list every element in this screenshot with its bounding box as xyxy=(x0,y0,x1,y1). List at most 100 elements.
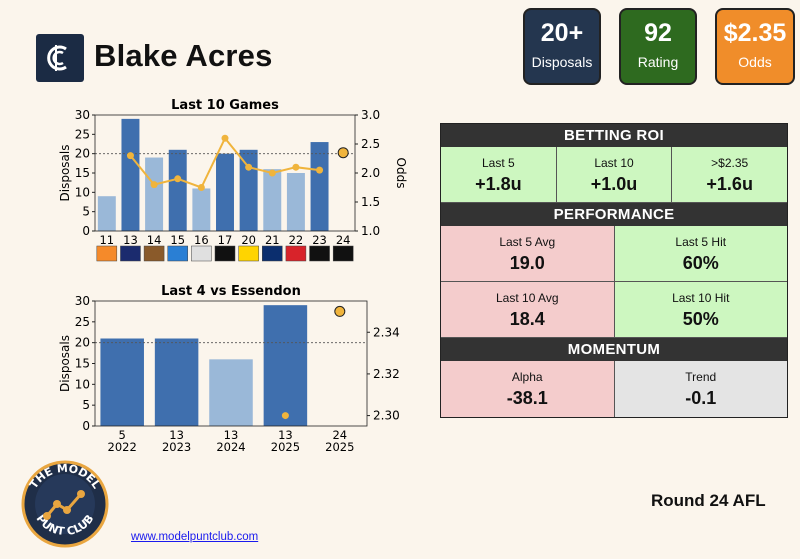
next-odds-marker xyxy=(334,305,346,317)
x-tick-label: 11 xyxy=(99,233,114,247)
y-axis-label: Disposals xyxy=(58,145,72,202)
perf-label: Last 5 Avg xyxy=(499,235,556,249)
odds-point xyxy=(126,152,134,160)
momentum-cell-trend: Trend -0.1 xyxy=(614,361,787,417)
perf-label: Last 10 Hit xyxy=(672,291,730,305)
roi-label: Last 5 xyxy=(481,156,515,170)
y-tick-label: 25 xyxy=(75,127,90,141)
y-tick-label: 10 xyxy=(75,185,90,199)
richmond-icon xyxy=(238,245,259,262)
momentum-value: -0.1 xyxy=(685,388,717,408)
y2-tick-label: 1.0 xyxy=(361,224,380,238)
club-logo xyxy=(36,34,84,82)
x-tick-label: 13 xyxy=(169,428,184,442)
odds-point xyxy=(268,169,276,177)
bar xyxy=(286,173,305,231)
roi-value: +1.8u xyxy=(475,174,522,194)
collingwood-icon xyxy=(214,245,236,262)
momentum-cell-alpha: Alpha -38.1 xyxy=(441,361,615,417)
roi-cell-odds-over: >$2.35 +1.6u xyxy=(672,147,788,203)
perf-value: 60% xyxy=(682,253,719,273)
odds-label: Odds xyxy=(738,54,772,70)
y-axis-label: Disposals xyxy=(58,335,72,392)
y2-tick-label: 2.32 xyxy=(373,367,400,381)
x-tick-label: 2025 xyxy=(271,440,300,454)
y-tick-label: 30 xyxy=(75,294,90,308)
gold-coast-icon xyxy=(285,245,307,262)
bar xyxy=(263,169,282,231)
odds-box: $2.35 Odds xyxy=(715,8,795,85)
odds-point xyxy=(245,163,253,171)
y-tick-label: 0 xyxy=(82,419,90,433)
y-tick-label: 5 xyxy=(82,205,90,219)
x-tick-label: 22 xyxy=(289,233,304,247)
bar xyxy=(100,338,144,426)
x-tick-label: 16 xyxy=(194,233,209,247)
cfc-monogram-icon xyxy=(47,45,67,71)
stats-table: BETTING ROI Last 5 +1.8u Last 10 +1.0u >… xyxy=(440,123,788,418)
x-tick-label: 21 xyxy=(265,233,280,247)
perf-value: 18.4 xyxy=(509,309,545,329)
y-tick-label: 0 xyxy=(82,224,90,238)
odds-point xyxy=(316,166,324,174)
y-tick-label: 15 xyxy=(75,166,90,180)
y-tick-label: 20 xyxy=(75,336,90,350)
chart-title: Last 4 vs Essendon xyxy=(161,284,301,299)
x-tick-label: 17 xyxy=(218,233,233,247)
west-coast-icon xyxy=(262,245,283,262)
momentum-heading: MOMENTUM xyxy=(441,338,787,361)
rating-label: Rating xyxy=(637,54,679,70)
performance-heading: PERFORMANCE xyxy=(441,203,787,226)
y2-tick-label: 3.0 xyxy=(361,108,380,122)
y-tick-label: 30 xyxy=(75,108,90,122)
next-odds-marker xyxy=(337,147,349,159)
momentum-label: Trend xyxy=(685,370,717,384)
round-label: Round 24 AFL xyxy=(651,491,766,510)
odds-point xyxy=(197,184,205,191)
roi-cell-last10: Last 10 +1.0u xyxy=(556,147,673,203)
performance-row: Last 5 Avg 19.0 Last 5 Hit 60% xyxy=(441,226,787,282)
bar xyxy=(168,149,187,231)
y2-tick-label: 1.5 xyxy=(361,195,380,209)
y-tick-label: 15 xyxy=(75,357,90,371)
perf-value: 50% xyxy=(682,309,719,329)
bar xyxy=(239,149,258,231)
bar xyxy=(121,118,140,231)
y2-tick-label: 2.30 xyxy=(373,409,400,423)
y2-tick-label: 2.5 xyxy=(361,137,380,151)
roi-label: Last 10 xyxy=(594,156,634,170)
perf-cell-last10-hit: Last 10 Hit 50% xyxy=(614,282,787,338)
roi-cell-last5: Last 5 +1.8u xyxy=(441,147,557,203)
bar xyxy=(154,338,199,426)
perf-label: Last 10 Avg xyxy=(496,291,559,305)
x-tick-label: 2024 xyxy=(216,440,245,454)
hawthorn-icon xyxy=(143,245,165,262)
player-name: Blake Acres xyxy=(94,38,273,73)
momentum-label: Alpha xyxy=(511,370,543,384)
y2-axis-label: Odds xyxy=(394,158,408,189)
last-4-vs-opponent-chart: Last 4 vs EssendonDisposals0510152025302… xyxy=(58,284,400,454)
x-tick-label: 13 xyxy=(123,233,138,247)
x-tick-label: 2025 xyxy=(325,440,354,454)
collingwood-icon xyxy=(332,245,354,262)
website-link[interactable]: www.modelpuntclub.com xyxy=(131,531,259,543)
odds-point xyxy=(281,412,289,420)
bulldogs-icon xyxy=(191,245,212,262)
north-icon xyxy=(167,245,188,262)
y-tick-label: 5 xyxy=(82,398,90,412)
roi-value: +1.6u xyxy=(706,174,753,194)
y-tick-label: 20 xyxy=(75,147,90,161)
rating-value: 92 xyxy=(644,19,672,47)
performance-row: Last 10 Avg 18.4 Last 10 Hit 50% xyxy=(441,282,787,338)
x-tick-label: 24 xyxy=(332,428,347,442)
roi-label: >$2.35 xyxy=(711,156,749,170)
odds-point xyxy=(174,175,182,183)
x-tick-label: 14 xyxy=(147,233,162,247)
x-tick-label: 20 xyxy=(241,233,256,247)
odds-point xyxy=(292,163,300,171)
x-tick-label: 2022 xyxy=(108,440,137,454)
roi-value: +1.0u xyxy=(590,174,638,194)
disposals-value: 20+ xyxy=(540,19,584,47)
bar xyxy=(209,359,253,426)
disposals-box: 20+ Disposals xyxy=(523,8,601,85)
